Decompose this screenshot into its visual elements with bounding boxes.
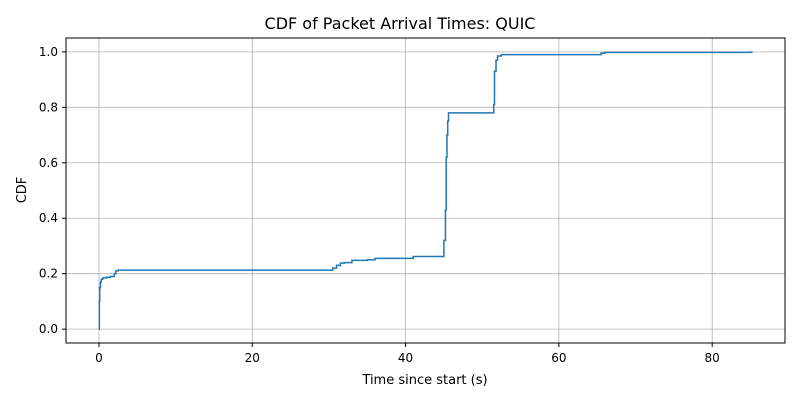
x-tick-label: 40 <box>398 351 413 365</box>
y-axis: 0.0 0.2 0.4 0.6 0.8 1.0 <box>39 45 66 336</box>
y-tick-label: 1.0 <box>39 45 58 59</box>
cdf-series-line <box>98 51 753 330</box>
y-tick-label: 0.4 <box>39 211 58 225</box>
y-axis-label: CDF <box>15 177 30 204</box>
x-axis: 0 20 40 60 80 <box>95 343 720 365</box>
x-axis-label: Time since start (s) <box>361 373 487 388</box>
plot-frame <box>65 37 786 344</box>
y-tick-label: 0.6 <box>39 156 58 170</box>
y-tick-label: 0.8 <box>39 100 58 114</box>
x-tick-label: 0 <box>95 351 103 365</box>
grid <box>66 38 785 343</box>
y-tick-label: 0.0 <box>39 322 58 336</box>
series-group <box>98 51 753 330</box>
x-tick-label: 20 <box>245 351 260 365</box>
chart-title: CDF of Packet Arrival Times: QUIC <box>265 14 536 33</box>
y-tick-label: 0.2 <box>39 267 58 281</box>
x-tick-label: 60 <box>551 351 566 365</box>
x-tick-label: 80 <box>705 351 720 365</box>
